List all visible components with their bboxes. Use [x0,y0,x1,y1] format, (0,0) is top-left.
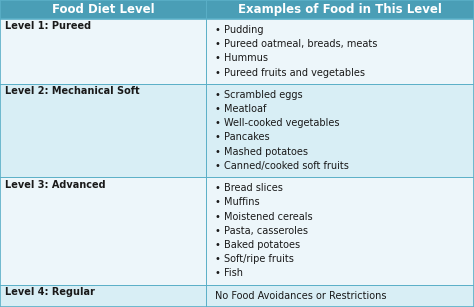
Text: Food Diet Level: Food Diet Level [52,3,155,16]
Text: • Pasta, casseroles: • Pasta, casseroles [215,226,308,236]
Text: • Meatloaf: • Meatloaf [215,104,266,114]
Bar [0,0,206,19]
Bar [206,177,474,285]
Text: No Food Avoidances or Restrictions: No Food Avoidances or Restrictions [215,291,386,301]
Text: • Moistened cereals: • Moistened cereals [215,212,312,222]
Text: Level 2: Mechanical Soft: Level 2: Mechanical Soft [5,86,139,96]
Text: • Canned/cooked soft fruits: • Canned/cooked soft fruits [215,161,348,171]
Bar [206,19,474,84]
Text: • Hummus: • Hummus [215,53,268,63]
Bar [0,19,206,84]
Bar [206,84,474,177]
Text: • Fish: • Fish [215,268,243,278]
Bar [0,84,206,177]
Text: • Baked potatoes: • Baked potatoes [215,240,300,250]
Text: • Pancakes: • Pancakes [215,133,269,142]
Bar [0,177,206,285]
Text: • Soft/ripe fruits: • Soft/ripe fruits [215,254,293,264]
Text: • Bread slices: • Bread slices [215,183,283,193]
Text: • Pudding: • Pudding [215,25,263,35]
Text: Level 1: Pureed: Level 1: Pureed [5,21,91,31]
Text: • Muffins: • Muffins [215,197,259,208]
Text: • Scrambled eggs: • Scrambled eggs [215,90,302,100]
Bar [0,285,206,307]
Text: • Pureed fruits and vegetables: • Pureed fruits and vegetables [215,68,365,78]
Bar [206,0,474,19]
Text: • Mashed potatoes: • Mashed potatoes [215,147,308,157]
Text: Level 3: Advanced: Level 3: Advanced [5,180,105,189]
Text: Examples of Food in This Level: Examples of Food in This Level [238,3,442,16]
Text: • Pureed oatmeal, breads, meats: • Pureed oatmeal, breads, meats [215,39,377,49]
Text: Level 4: Regular: Level 4: Regular [5,287,95,297]
Text: • Well-cooked vegetables: • Well-cooked vegetables [215,118,339,128]
Bar [206,285,474,307]
